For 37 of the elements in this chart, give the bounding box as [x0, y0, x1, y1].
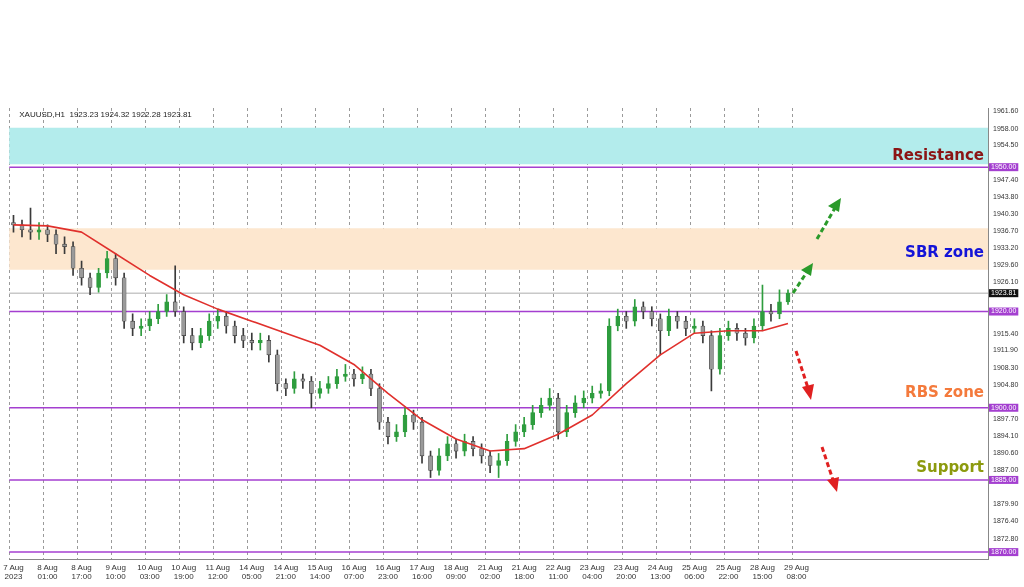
annotation: SBR zone: [905, 242, 984, 261]
x-tick-label: 25 Aug 22:00: [715, 562, 741, 582]
x-tick-label: 8 Aug 01:00: [37, 562, 59, 582]
x-tick-label: 14 Aug 05:00: [239, 562, 265, 582]
x-tick-label: 25 Aug 06:00: [681, 562, 707, 582]
candlestick: [249, 332, 255, 351]
x-tick-label: 9 Aug 10:00: [105, 562, 127, 582]
x-tick-label: 23 Aug 04:00: [579, 562, 605, 582]
annotation: XAUUSD,H1 1923.23 1924.32 1922.28 1923.81: [19, 110, 193, 120]
x-tick-label: 10 Aug 19:00: [171, 562, 197, 582]
x-tick-label: 7 Aug 2023: [3, 562, 24, 582]
annotation: RBS zone: [905, 382, 984, 401]
candlestick: [768, 303, 774, 322]
x-tick-label: 16 Aug 07:00: [341, 562, 367, 582]
x-tick-label: 17 Aug 16:00: [409, 562, 435, 582]
x-tick-label: 14 Aug 21:00: [273, 562, 299, 582]
candlestick: [138, 318, 144, 336]
candlestick: [257, 332, 263, 351]
x-tick-label: 10 Aug 03:00: [137, 562, 163, 582]
x-tick-label: 28 Aug 15:00: [750, 562, 775, 582]
x-tick-label: 8 Aug 17:00: [71, 562, 93, 582]
x-tick-label: 24 Aug 13:00: [647, 562, 673, 582]
x-tick-label: 21 Aug 02:00: [477, 562, 503, 582]
x-tick-label: 16 Aug 23:00: [375, 562, 401, 582]
x-tick-label: 21 Aug 18:00: [511, 562, 537, 582]
x-tick-label: 15 Aug 14:00: [307, 562, 333, 582]
candlestick: [36, 222, 42, 240]
candlestick: [172, 265, 178, 317]
x-tick-label: 11 Aug 12:00: [205, 562, 230, 582]
candlestick: [598, 383, 604, 399]
x-tick-label: 23 Aug 20:00: [613, 562, 639, 582]
x-tick-label: 29 Aug 08:00: [784, 562, 809, 582]
annotation: Support: [916, 457, 984, 476]
candlestick: [300, 373, 306, 389]
x-tick-label: 18 Aug 09:00: [443, 562, 469, 582]
annotation: Resistance: [892, 145, 984, 164]
x-tick-label: 22 Aug 11:00: [545, 562, 571, 582]
